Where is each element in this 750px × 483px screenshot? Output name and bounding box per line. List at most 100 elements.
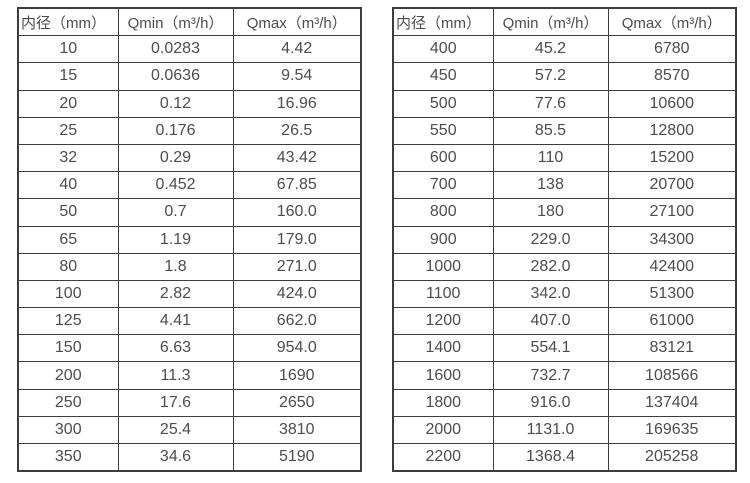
table-cell: 6.63	[117, 334, 234, 363]
table-row: 400 45.2 6780	[392, 35, 737, 64]
table-row: 250 17.6 2650	[17, 388, 362, 417]
table-cell: 34.6	[117, 443, 234, 472]
table-row: 600 110 15200	[392, 143, 737, 173]
table-row: 125 4.41 662.0	[17, 307, 362, 336]
table-cell: 700	[392, 171, 494, 200]
flow-spec-table-small-diameters: 内径（mm） Qmin（m³/h） Qmax（m³/h） 10 0.0283 4.4…	[17, 7, 362, 473]
table-cell: 61000	[607, 307, 737, 336]
table-cell: 20	[17, 89, 119, 118]
header-inner-diameter: 内径（mm）	[392, 7, 494, 37]
table-cell: 4.41	[117, 307, 234, 336]
table-cell: 110	[492, 143, 609, 173]
table-row: 10 0.0283 4.42	[17, 35, 362, 64]
table-cell: 1000	[392, 252, 494, 281]
table-cell: 954.0	[232, 334, 362, 363]
table-cell: 1368.4	[492, 443, 609, 472]
table-row: 300 25.4 3810	[17, 415, 362, 445]
table-body: 10 0.0283 4.42 15 0.0636 9.54 20 0.12 16.96 25 0.1…	[17, 35, 362, 472]
table-row: 1200 407.0 61000	[392, 307, 737, 336]
table-cell: 732.7	[492, 361, 609, 390]
table-cell: 1.19	[117, 225, 234, 254]
table-cell: 10	[17, 35, 119, 64]
table-row: 900 229.0 34300	[392, 225, 737, 254]
table-cell: 250	[17, 388, 119, 417]
table-cell: 125	[17, 307, 119, 336]
table-cell: 20700	[607, 171, 737, 200]
table-cell: 34300	[607, 225, 737, 254]
table-row: 1000 282.0 42400	[392, 252, 737, 281]
table-cell: 1400	[392, 334, 494, 363]
table-cell: 0.0636	[117, 62, 234, 91]
table-row: 1800 916.0 137404	[392, 388, 737, 417]
table-row: 65 1.19 179.0	[17, 225, 362, 254]
table-cell: 300	[17, 415, 119, 445]
table-cell: 900	[392, 225, 494, 254]
table-cell: 45.2	[492, 35, 609, 64]
table-cell: 25.4	[117, 415, 234, 445]
table-cell: 15200	[607, 143, 737, 173]
header-inner-diameter: 内径（mm）	[17, 7, 119, 37]
table-row: 700 138 20700	[392, 171, 737, 200]
table-cell: 407.0	[492, 307, 609, 336]
table-cell: 1800	[392, 388, 494, 417]
table-cell: 1131.0	[492, 415, 609, 445]
table-cell: 138	[492, 171, 609, 200]
table-row: 450 57.2 8570	[392, 62, 737, 91]
table-cell: 600	[392, 143, 494, 173]
table-cell: 282.0	[492, 252, 609, 281]
table-row: 100 2.82 424.0	[17, 279, 362, 309]
table-cell: 2650	[232, 388, 362, 417]
table-row: 150 6.63 954.0	[17, 334, 362, 363]
table-cell: 100	[17, 279, 119, 309]
table-row: 1100 342.0 51300	[392, 279, 737, 309]
table-cell: 42400	[607, 252, 737, 281]
table-cell: 662.0	[232, 307, 362, 336]
header-qmax: Qmax（m³/h）	[232, 7, 362, 37]
table-cell: 205258	[607, 443, 737, 472]
table-cell: 83121	[607, 334, 737, 363]
table-cell: 1690	[232, 361, 362, 390]
table-cell: 2.82	[117, 279, 234, 309]
table-cell: 179.0	[232, 225, 362, 254]
table-row: 20 0.12 16.96	[17, 89, 362, 118]
table-cell: 15	[17, 62, 119, 91]
table-header-row: 内径（mm） Qmin（m³/h） Qmax（m³/h）	[17, 7, 362, 37]
table-cell: 350	[17, 443, 119, 472]
table-cell: 8570	[607, 62, 737, 91]
table-row: 200 11.3 1690	[17, 361, 362, 390]
table-cell: 67.85	[232, 171, 362, 200]
table-cell: 800	[392, 198, 494, 227]
table-cell: 169635	[607, 415, 737, 445]
table-cell: 77.6	[492, 89, 609, 118]
table-cell: 80	[17, 252, 119, 281]
table-header-row: 内径（mm） Qmin（m³/h） Qmax（m³/h）	[392, 7, 737, 37]
header-qmax: Qmax（m³/h）	[607, 7, 737, 37]
table-row: 1600 732.7 108566	[392, 361, 737, 390]
table-cell: 137404	[607, 388, 737, 417]
table-cell: 85.5	[492, 116, 609, 145]
table-cell: 1200	[392, 307, 494, 336]
header-qmin: Qmin（m³/h）	[492, 7, 609, 37]
table-cell: 27100	[607, 198, 737, 227]
table-cell: 400	[392, 35, 494, 64]
table-cell: 150	[17, 334, 119, 363]
table-cell: 0.452	[117, 171, 234, 200]
table-cell: 10600	[607, 89, 737, 118]
table-cell: 1.8	[117, 252, 234, 281]
table-cell: 11.3	[117, 361, 234, 390]
table-body: 400 45.2 6780 450 57.2 8570 500 77.6 10600 550 85.…	[392, 35, 737, 472]
table-cell: 3810	[232, 415, 362, 445]
table-cell: 916.0	[492, 388, 609, 417]
table-cell: 500	[392, 89, 494, 118]
table-cell: 43.42	[232, 143, 362, 173]
table-cell: 0.176	[117, 116, 234, 145]
table-row: 2200 1368.4 205258	[392, 443, 737, 472]
table-row: 1400 554.1 83121	[392, 334, 737, 363]
table-cell: 450	[392, 62, 494, 91]
header-qmin: Qmin（m³/h）	[117, 7, 234, 37]
table-cell: 229.0	[492, 225, 609, 254]
table-cell: 160.0	[232, 198, 362, 227]
table-row: 350 34.6 5190	[17, 443, 362, 472]
table-row: 550 85.5 12800	[392, 116, 737, 145]
table-cell: 16.96	[232, 89, 362, 118]
